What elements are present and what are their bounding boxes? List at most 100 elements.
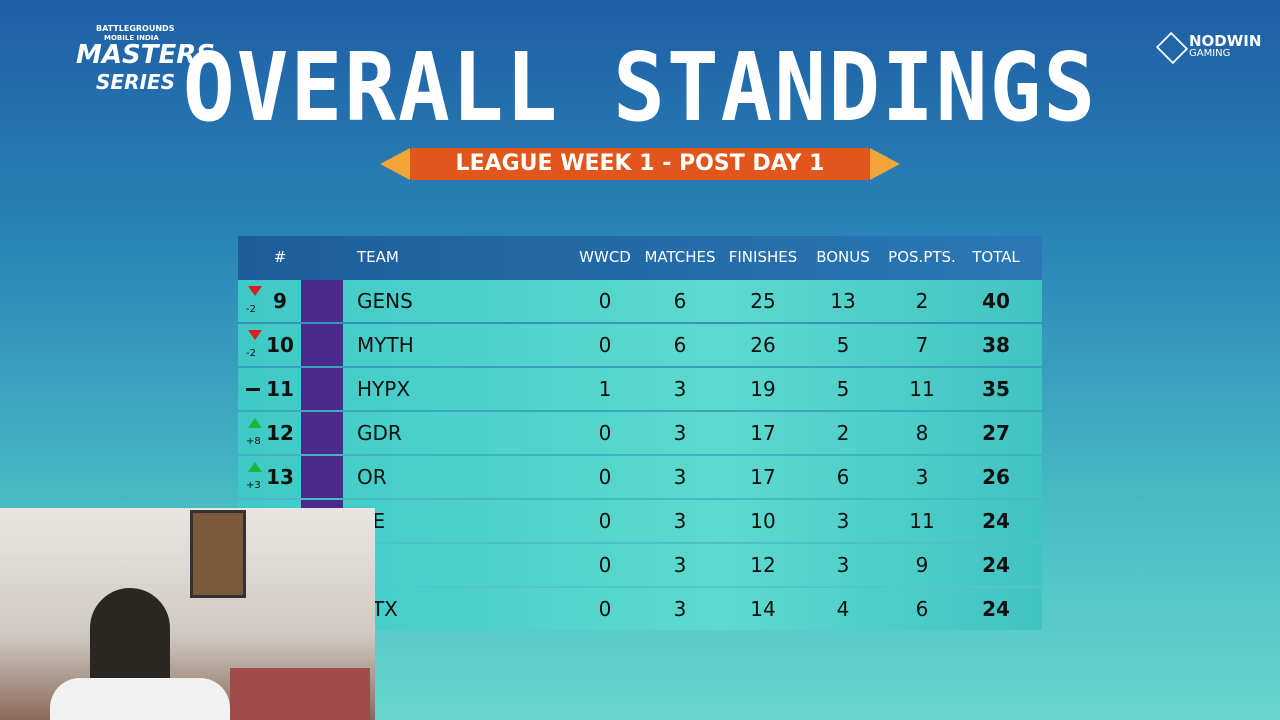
rank: 13 — [266, 465, 294, 489]
stat: 11 — [909, 377, 935, 401]
column-header: POS.PTS. — [888, 248, 956, 266]
column-header: WWCD — [579, 248, 631, 266]
column-header: # — [273, 248, 287, 266]
rank-arrow — [248, 462, 262, 472]
stat: 0 — [598, 421, 612, 445]
stat: 0 — [598, 553, 612, 577]
wall-frame — [190, 510, 246, 598]
stat: 0 — [598, 289, 612, 313]
column-header: FINISHES — [728, 248, 798, 266]
rank: 10 — [266, 333, 294, 357]
logo-line: BATTLEGROUNDS — [96, 24, 175, 33]
stat: 26 — [750, 333, 776, 357]
team-name: MYTH — [357, 333, 414, 357]
stat: 7 — [915, 333, 929, 357]
shirt — [50, 678, 230, 720]
stat: 24 — [982, 553, 1010, 577]
stat: 24 — [982, 597, 1010, 621]
stat: 3 — [673, 377, 687, 401]
ribbon-arrow — [380, 148, 410, 180]
stat: 3 — [673, 465, 687, 489]
team-logo — [301, 324, 343, 366]
rank-change: +8 — [246, 436, 261, 447]
stat: 3 — [836, 509, 850, 533]
stat: 2 — [836, 421, 850, 445]
team-name: GENS — [357, 289, 413, 313]
stat: 2 — [915, 289, 929, 313]
stat: 6 — [836, 465, 850, 489]
sponsor-sub: GAMING — [1189, 48, 1231, 59]
column-header: TOTAL — [972, 248, 1020, 266]
team-logo — [301, 368, 343, 410]
stat: 0 — [598, 333, 612, 357]
rank-change: +3 — [246, 480, 261, 491]
stat: 24 — [982, 509, 1010, 533]
team-logo — [301, 412, 343, 454]
stat: 0 — [598, 509, 612, 533]
rank-arrow — [248, 418, 262, 428]
table-row: -2 9 GENS 0 6 25 13 2 40 — [238, 280, 1042, 322]
stat: 26 — [982, 465, 1010, 489]
logo-line: MOBILE INDIA — [104, 34, 159, 42]
subtitle: LEAGUE WEEK 1 - POST DAY 1 — [410, 148, 870, 180]
stat: 3 — [673, 553, 687, 577]
column-header: MATCHES — [644, 248, 716, 266]
stat: 40 — [982, 289, 1010, 313]
stat: 17 — [750, 421, 776, 445]
stat: 5 — [836, 333, 850, 357]
rank-arrow — [248, 286, 262, 296]
webcam — [0, 508, 375, 720]
team-logo — [301, 456, 343, 498]
table-header: # TEAM WWCD MATCHES FINISHES BONUS POS.PTS. TOT… — [238, 236, 1042, 280]
team-name: GDR — [357, 421, 402, 445]
stat: 3 — [915, 465, 929, 489]
team-name: HYPX — [357, 377, 411, 401]
column-header: TEAM — [357, 248, 399, 266]
rank-same — [246, 388, 260, 391]
rank: 9 — [273, 289, 287, 313]
stat: 0 — [598, 597, 612, 621]
stat: 13 — [830, 289, 856, 313]
team-logo — [301, 280, 343, 322]
sponsor-name: NODWIN — [1189, 32, 1262, 50]
stat: 12 — [750, 553, 776, 577]
stat: 19 — [750, 377, 776, 401]
stat: 4 — [836, 597, 850, 621]
stat: 6 — [673, 333, 687, 357]
stat: 27 — [982, 421, 1010, 445]
logo-line: SERIES — [96, 70, 175, 94]
stat: 3 — [673, 509, 687, 533]
stat: 0 — [598, 465, 612, 489]
table-row: +8 12 GDR 0 3 17 2 8 27 — [238, 412, 1042, 454]
logo-line: MASTERS — [76, 40, 215, 70]
stat: 8 — [915, 421, 929, 445]
stat: 3 — [836, 553, 850, 577]
team-name: OR — [357, 465, 387, 489]
stat: 9 — [915, 553, 929, 577]
table-row: 11 HYPX 1 3 19 5 11 35 — [238, 368, 1042, 410]
stat: 5 — [836, 377, 850, 401]
rank: 11 — [266, 377, 294, 401]
rank: 12 — [266, 421, 294, 445]
stat: 11 — [909, 509, 935, 533]
stat: 38 — [982, 333, 1010, 357]
table-row: +3 13 OR 0 3 17 6 3 26 — [238, 456, 1042, 498]
stat: 10 — [750, 509, 776, 533]
stat: 6 — [673, 289, 687, 313]
stat: 1 — [598, 377, 612, 401]
stat: 17 — [750, 465, 776, 489]
ribbon-arrow — [870, 148, 900, 180]
stat: 25 — [750, 289, 776, 313]
bed — [230, 668, 370, 720]
stat: 3 — [673, 597, 687, 621]
column-header: BONUS — [816, 248, 870, 266]
stat: 6 — [915, 597, 929, 621]
stat: 14 — [750, 597, 776, 621]
title: OVERALL STANDINGS — [182, 33, 1098, 143]
stat: 35 — [982, 377, 1010, 401]
rank-change: -2 — [246, 304, 256, 315]
rank-change: -2 — [246, 348, 256, 359]
event-logo: BATTLEGROUNDS MOBILE INDIA MASTERS SERIE… — [26, 18, 216, 108]
table-row: -2 10 MYTH 0 6 26 5 7 38 — [238, 324, 1042, 366]
